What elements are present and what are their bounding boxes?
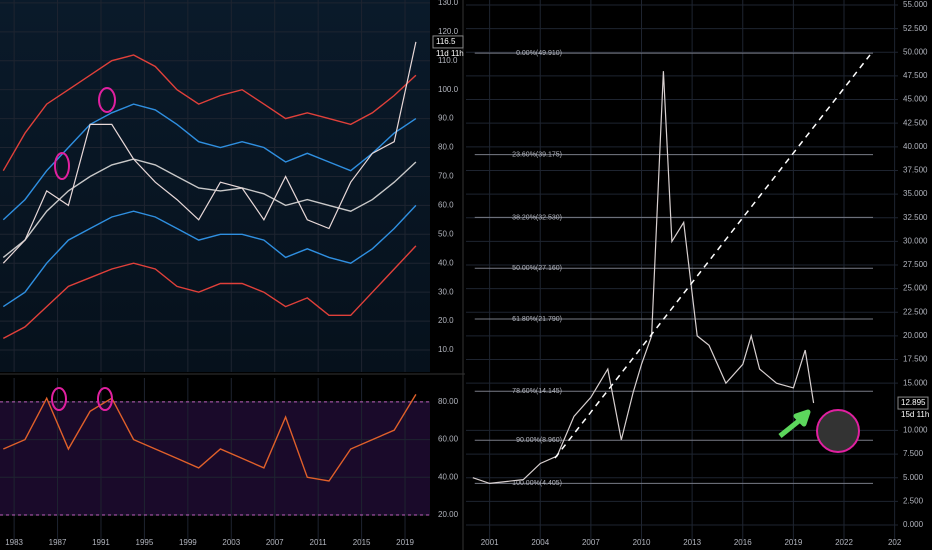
x-tick-label: 2007 [582, 538, 600, 547]
price-tag [432, 35, 464, 49]
x-tick-label: 2003 [222, 538, 240, 547]
y-tick-label: 22.500 [903, 307, 928, 316]
countdown: 11d 11h [436, 49, 464, 58]
x-tick-label: 1991 [92, 538, 110, 547]
y-tick-label: 10.0 [438, 345, 454, 354]
x-tick-label: 2004 [531, 538, 549, 547]
y-tick-label: 37.500 [903, 166, 928, 175]
x-tick-label: 2015 [353, 538, 371, 547]
series-line [2, 158, 417, 258]
x-tick-label: 2013 [683, 538, 701, 547]
series-line [2, 41, 417, 264]
fib-label: 78.60%(14.145) [512, 388, 562, 395]
y-tick-label: 80.00 [438, 397, 459, 406]
y-tick-label: 52.500 [903, 24, 928, 33]
countdown: 15d 11h [901, 410, 929, 419]
y-tick-label: 40.00 [438, 472, 459, 481]
x-tick-label: 1983 [5, 538, 23, 547]
y-tick-label: 27.500 [903, 260, 928, 269]
fib-label: 90.00%(8.960) [516, 437, 562, 444]
y-tick-label: 7.500 [903, 449, 924, 458]
price-label: 116.5 [436, 37, 456, 46]
trend-line [554, 54, 871, 459]
fib-label: 23.60%(39.175) [512, 151, 562, 158]
x-tick-label: 2001 [481, 538, 499, 547]
y-tick-label: 130.0 [438, 0, 459, 7]
x-tick-label: 2016 [734, 538, 752, 547]
y-tick-label: 110.0 [438, 56, 458, 65]
highlight-circle [54, 152, 70, 180]
price-label: 12.895 [901, 398, 926, 407]
y-tick-label: 60.00 [438, 435, 459, 444]
series-line [2, 103, 417, 221]
x-tick-label: 2011 [310, 538, 328, 547]
y-tick-label: 80.0 [438, 143, 454, 152]
y-tick-label: 17.500 [903, 355, 928, 364]
y-tick-label: 90.0 [438, 114, 454, 123]
y-tick-label: 40.000 [903, 142, 928, 151]
y-tick-label: 60.0 [438, 200, 454, 209]
x-tick-label: 1987 [49, 538, 67, 547]
x-tick-label: 2019 [396, 538, 414, 547]
y-tick-label: 120.0 [438, 27, 459, 36]
highlight-circle [97, 387, 113, 411]
y-tick-label: 40.0 [438, 258, 454, 267]
fib-label: 0.00%(49.910) [516, 50, 562, 57]
y-tick-label: 50.0 [438, 229, 454, 238]
y-tick-label: 45.000 [903, 95, 928, 104]
y-tick-label: 20.0 [438, 316, 454, 325]
x-tick-label: 202 [888, 538, 902, 547]
x-tick-label: 2022 [835, 538, 853, 547]
arrow [778, 409, 811, 438]
highlight-circle [98, 87, 116, 113]
y-tick-label: 70.0 [438, 172, 454, 181]
y-tick-label: 32.500 [903, 213, 928, 222]
x-tick-label: 1995 [136, 538, 154, 547]
series-line [2, 204, 417, 308]
highlight-circle [51, 387, 67, 411]
y-tick-label: 10.000 [903, 426, 928, 435]
highlight-circle [816, 409, 860, 453]
y-tick-label: 55.000 [903, 0, 928, 9]
y-tick-label: 47.500 [903, 71, 928, 80]
fib-label: 61.80%(21.790) [512, 316, 562, 323]
y-tick-label: 35.000 [903, 189, 928, 198]
price-tag [897, 396, 929, 410]
y-tick-label: 0.000 [903, 520, 924, 529]
series-line [2, 245, 417, 340]
fib-label: 100.00%(4.405) [512, 480, 562, 487]
y-tick-label: 30.0 [438, 287, 454, 296]
series-line [2, 54, 417, 172]
fib-label: 50.00%(27.160) [512, 265, 562, 272]
fib-label: 38.20%(32.530) [512, 214, 562, 221]
y-tick-label: 2.500 [903, 496, 924, 505]
x-tick-label: 2019 [784, 538, 802, 547]
left-bg [0, 0, 430, 372]
x-tick-label: 2010 [633, 538, 651, 547]
y-tick-label: 100.0 [438, 85, 459, 94]
rsi-band [0, 402, 430, 515]
x-tick-label: 2007 [266, 538, 284, 547]
y-tick-label: 30.000 [903, 236, 928, 245]
y-tick-label: 15.000 [903, 378, 928, 387]
x-tick-label: 1999 [179, 538, 197, 547]
y-tick-label: 50.000 [903, 47, 928, 56]
y-tick-label: 5.000 [903, 473, 924, 482]
y-tick-label: 20.000 [903, 331, 928, 340]
y-tick-label: 25.000 [903, 284, 928, 293]
series-line [3, 394, 417, 482]
series-line [472, 71, 815, 485]
y-tick-label: 20.00 [438, 510, 459, 519]
y-tick-label: 42.500 [903, 118, 928, 127]
